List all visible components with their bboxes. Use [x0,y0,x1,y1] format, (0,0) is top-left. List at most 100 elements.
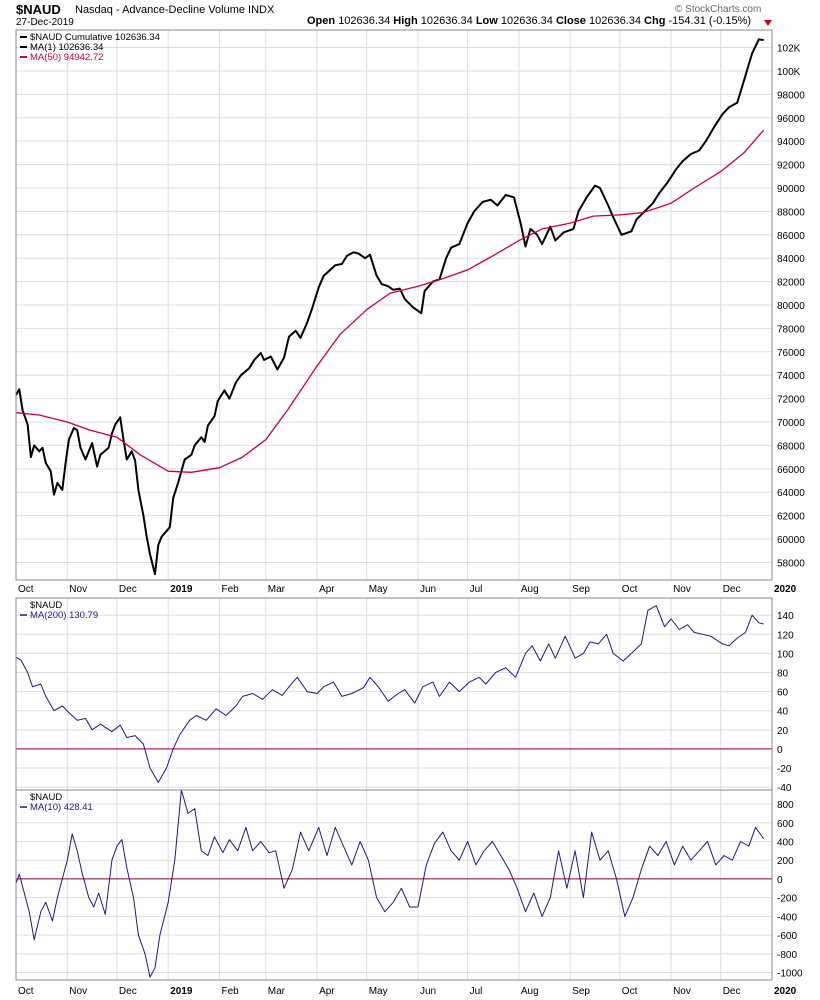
y-tick-label: 58000 [777,558,805,569]
x-tick-label: Nov [673,986,691,997]
x-tick-label: Dec [119,584,137,595]
symbol-description: Nasdaq - Advance-Decline Volume INDX [75,4,275,16]
y-tick-label: 72000 [777,395,805,406]
y-tick-label: 76000 [777,348,805,359]
legend-entry: $NAUD [30,600,62,611]
high-value: 102636.34 [420,15,473,27]
y-tick-label: 64000 [777,488,805,499]
series-line-1 [15,605,764,783]
x-tick-label: Oct [622,986,638,997]
y-tick-label: 66000 [777,465,805,476]
y-tick-label: 140 [777,611,794,622]
low-label: Low [475,15,498,27]
y-tick-label: -20 [777,764,792,775]
chart-date: 27-Dec-2019 [16,17,74,28]
y-tick-label: 800 [777,800,794,811]
x-tick-label: Jun [420,584,436,595]
x-tick-label: May [369,986,388,997]
series-line-2 [15,129,765,473]
y-tick-label: 90000 [777,184,805,195]
y-tick-label: 78000 [777,324,805,335]
y-tick-label: 40 [777,707,789,718]
y-tick-label: 60 [777,688,789,699]
y-tick-label: 62000 [777,512,805,523]
legend-entry: MA(50) 94942.72 [30,52,103,63]
x-tick-label: Apr [319,986,335,997]
y-tick-label: 80000 [777,301,805,312]
close-value: 102636.34 [588,15,641,27]
down-arrow-icon [764,20,772,26]
y-tick-label: 80 [777,669,789,680]
legend-entry: MA(1) 102636.34 [30,42,103,53]
low-value: 102636.34 [500,15,553,27]
x-tick-label: Apr [319,584,335,595]
legend-entry: $NAUD [30,792,62,803]
chg-label: Chg [644,15,666,27]
y-tick-label: 84000 [777,254,805,265]
y-tick-label: -1000 [777,969,803,980]
x-tick-label: May [369,584,388,595]
y-tick-label: 70000 [777,418,805,429]
y-tick-label: -600 [777,931,797,942]
y-tick-label: 88000 [777,207,805,218]
x-tick-label: Oct [18,986,34,997]
panel-frame [15,789,773,981]
x-tick-label: Feb [221,584,239,595]
y-tick-label: 82000 [777,278,805,289]
series-line-1 [15,38,764,576]
legend-entry: $NAUD Cumulative 102636.34 [30,32,160,43]
series-line-1 [15,789,765,978]
y-tick-label: 0 [777,745,783,756]
ohlc-readout: Open 102636.34 High 102636.34 Low 102636… [307,15,751,27]
x-tick-label: Oct [622,584,638,595]
chg-value: -154.31 (-0.15%) [668,15,752,27]
y-tick-label: -40 [777,783,792,794]
x-tick-label: Feb [221,986,239,997]
x-tick-label: 2020 [774,986,797,997]
x-tick-label: Dec [723,986,741,997]
y-tick-label: 98000 [777,90,805,101]
y-tick-label: 68000 [777,441,805,452]
y-tick-label: -200 [777,894,797,905]
y-tick-label: 200 [777,856,794,867]
y-tick-label: 94000 [777,137,805,148]
x-tick-label: Mar [268,986,286,997]
x-tick-label: Nov [673,584,691,595]
legend-entry: MA(200) 130.79 [30,610,98,621]
x-tick-label: Jun [420,986,436,997]
y-tick-label: 96000 [777,114,805,125]
y-tick-label: 600 [777,819,794,830]
x-tick-label: Nov [69,584,87,595]
x-tick-label: Mar [268,584,286,595]
x-tick-label: Jul [470,584,483,595]
y-tick-label: 100 [777,649,794,660]
y-tick-label: -800 [777,950,797,961]
y-tick-label: -400 [777,912,797,923]
y-tick-label: 400 [777,837,794,848]
y-tick-label: 60000 [777,535,805,546]
x-tick-label: Oct [18,584,34,595]
x-tick-label: Dec [723,584,741,595]
stockcharts-brand: © StockCharts.com [675,4,762,15]
x-tick-label: Nov [69,986,87,997]
y-tick-label: 100K [777,67,801,78]
x-tick-label: 2020 [774,584,797,595]
y-tick-label: 120 [777,630,794,641]
x-tick-label: Sep [572,986,590,997]
x-tick-label: Jul [470,986,483,997]
legend-entry: MA(10) 428.41 [30,802,93,813]
y-tick-label: 92000 [777,161,805,172]
y-tick-label: 74000 [777,371,805,382]
x-tick-label: Dec [119,986,137,997]
high-label: High [393,15,418,27]
x-tick-label: 2019 [170,584,193,595]
x-tick-label: Aug [521,986,539,997]
panel-1: 58000 60000 62000 64000 66000 68000 70000 72000… [15,29,805,581]
x-tick-label: Sep [572,584,590,595]
y-tick-label: 0 [777,875,783,886]
y-tick-label: 20 [777,726,789,737]
x-tick-label: 2019 [170,986,193,997]
y-tick-label: 102K [777,44,801,55]
